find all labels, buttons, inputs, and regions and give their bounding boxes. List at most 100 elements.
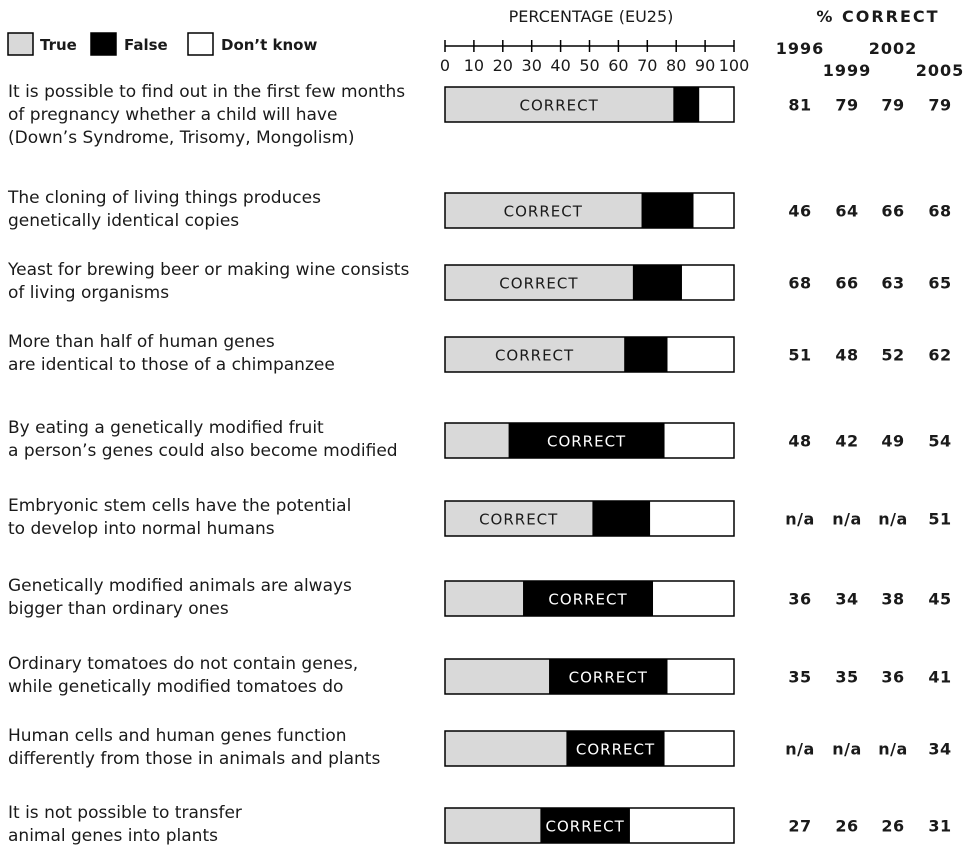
bar-outline xyxy=(444,807,735,844)
bar-segment-true xyxy=(445,501,593,536)
percent-correct-value: 45 xyxy=(928,590,951,609)
bar-segment-dont_know xyxy=(664,731,734,766)
bar-segment-false xyxy=(592,501,651,536)
axis-tick-label: 30 xyxy=(522,56,542,75)
statement-text: to develop into normal humans xyxy=(8,519,275,539)
bar-segment-dont_know xyxy=(699,87,734,122)
percent-correct-value: 41 xyxy=(928,668,951,687)
correct-label: CORRECT xyxy=(548,591,627,609)
statement-row: It is possible to find out in the first … xyxy=(8,82,951,148)
statement-text: By eating a genetically modified fruit xyxy=(8,418,324,438)
statement-row: By eating a genetically modified fruit a … xyxy=(8,418,951,461)
percent-correct-value: 34 xyxy=(928,740,951,759)
percent-correct-value: 68 xyxy=(928,202,951,221)
axis-tick-label: 10 xyxy=(464,56,484,75)
axis-title: PERCENTAGE (EU25) xyxy=(509,7,674,26)
legend-label-2: Don’t know xyxy=(221,36,317,54)
bar-segment-dont_know xyxy=(664,423,734,458)
bar-segment-false xyxy=(632,265,682,300)
statement-text: The cloning of living things produces xyxy=(7,188,321,208)
bar-outline xyxy=(444,730,735,767)
statement-row: More than half of human genes are identic… xyxy=(8,332,951,375)
percent-correct-value: 42 xyxy=(835,432,858,451)
year-label-1996: 1996 xyxy=(776,39,825,58)
statement-row: It is not possible to transfer animal gen… xyxy=(8,803,951,846)
statement-text: while genetically modified tomatoes do xyxy=(8,677,343,697)
percent-correct-value: 36 xyxy=(881,668,904,687)
percent-correct-value: 65 xyxy=(928,274,951,293)
axis-tick-label: 70 xyxy=(637,56,657,75)
bar-segment-false xyxy=(624,337,668,372)
bar-segment-true xyxy=(445,193,642,228)
bar-segment-false xyxy=(641,193,694,228)
statement-row: Genetically modified animals are always b… xyxy=(8,576,951,619)
bar-segment-dont_know xyxy=(667,659,734,694)
statement-text: of living organisms xyxy=(8,283,169,303)
percent-correct-value: n/a xyxy=(878,510,908,529)
bar-segment-dont_know xyxy=(667,337,734,372)
legend: True False Don’t know xyxy=(7,32,317,56)
statement-text: Human cells and human genes function xyxy=(8,726,347,746)
bar-segment-dont_know xyxy=(681,265,734,300)
percent-correct-header: % CORRECT 1996 1999 2002 2005 xyxy=(776,7,965,80)
legend-label-1: False xyxy=(124,36,168,54)
bar-segment-false xyxy=(566,731,665,766)
bar-segment-true xyxy=(445,731,567,766)
correct-label: CORRECT xyxy=(576,741,655,759)
percent-correct-value: 81 xyxy=(788,96,811,115)
bar-segment-true xyxy=(445,87,674,122)
percent-correct-value: n/a xyxy=(785,740,815,759)
legend-swatch-1 xyxy=(90,32,117,56)
percent-correct-value: 31 xyxy=(928,817,951,836)
bar-outline xyxy=(444,264,735,301)
bar-segment-true xyxy=(445,581,524,616)
axis-tick-label: 50 xyxy=(579,56,599,75)
axis-tick-label: 20 xyxy=(493,56,513,75)
statement-text: Yeast for brewing beer or making wine co… xyxy=(7,260,409,280)
statement-text: (Down’s Syndrome, Trisomy, Mongolism) xyxy=(8,128,355,148)
bar-outline xyxy=(444,580,735,617)
percent-correct-value: 54 xyxy=(928,432,951,451)
percent-correct-value: 79 xyxy=(881,96,904,115)
percent-correct-value: 26 xyxy=(835,817,858,836)
correct-label: CORRECT xyxy=(479,511,558,529)
legend-label-0: True xyxy=(40,36,77,54)
year-label-1999: 1999 xyxy=(823,61,872,80)
percent-correct-value: 66 xyxy=(881,202,904,221)
bar-outline xyxy=(444,192,735,229)
bar-outline xyxy=(444,658,735,695)
legend-swatch-0 xyxy=(7,32,34,56)
percent-correct-value: 62 xyxy=(928,346,951,365)
year-label-2002: 2002 xyxy=(869,39,918,58)
correct-label: CORRECT xyxy=(495,347,574,365)
statement-text: of pregnancy whether a child will have xyxy=(8,105,337,125)
percent-correct-value: 27 xyxy=(788,817,811,836)
percent-correct-value: 49 xyxy=(881,432,904,451)
statement-text: genetically identical copies xyxy=(8,211,239,231)
percent-correct-value: n/a xyxy=(832,510,862,529)
percent-correct-value: 63 xyxy=(881,274,904,293)
axis-tick-label: 90 xyxy=(695,56,715,75)
statement-rows: It is possible to find out in the first … xyxy=(7,82,951,846)
percent-correct-value: 51 xyxy=(788,346,811,365)
year-label-2005: 2005 xyxy=(916,61,965,80)
bar-segment-true xyxy=(445,659,550,694)
axis-tick-label: 0 xyxy=(440,56,450,75)
percent-correct-value: 68 xyxy=(788,274,811,293)
statement-text: a person’s genes could also become modif… xyxy=(8,441,398,461)
statement-text: Ordinary tomatoes do not contain genes, xyxy=(8,654,358,674)
percent-correct-value: 48 xyxy=(835,346,858,365)
statement-row: Yeast for brewing beer or making wine co… xyxy=(7,260,951,303)
percent-correct-value: 64 xyxy=(835,202,858,221)
percent-correct-value: 79 xyxy=(835,96,858,115)
percent-correct-value: 34 xyxy=(835,590,858,609)
bar-segment-true xyxy=(445,808,541,843)
statement-row: Ordinary tomatoes do not contain genes, w… xyxy=(8,654,951,697)
bar-segment-true xyxy=(445,337,625,372)
percent-correct-value: n/a xyxy=(785,510,815,529)
percent-correct-value: 79 xyxy=(928,96,951,115)
correct-label: CORRECT xyxy=(499,275,578,293)
axis-tick-label: 100 xyxy=(719,56,750,75)
bar-segment-dont_know xyxy=(650,501,734,536)
